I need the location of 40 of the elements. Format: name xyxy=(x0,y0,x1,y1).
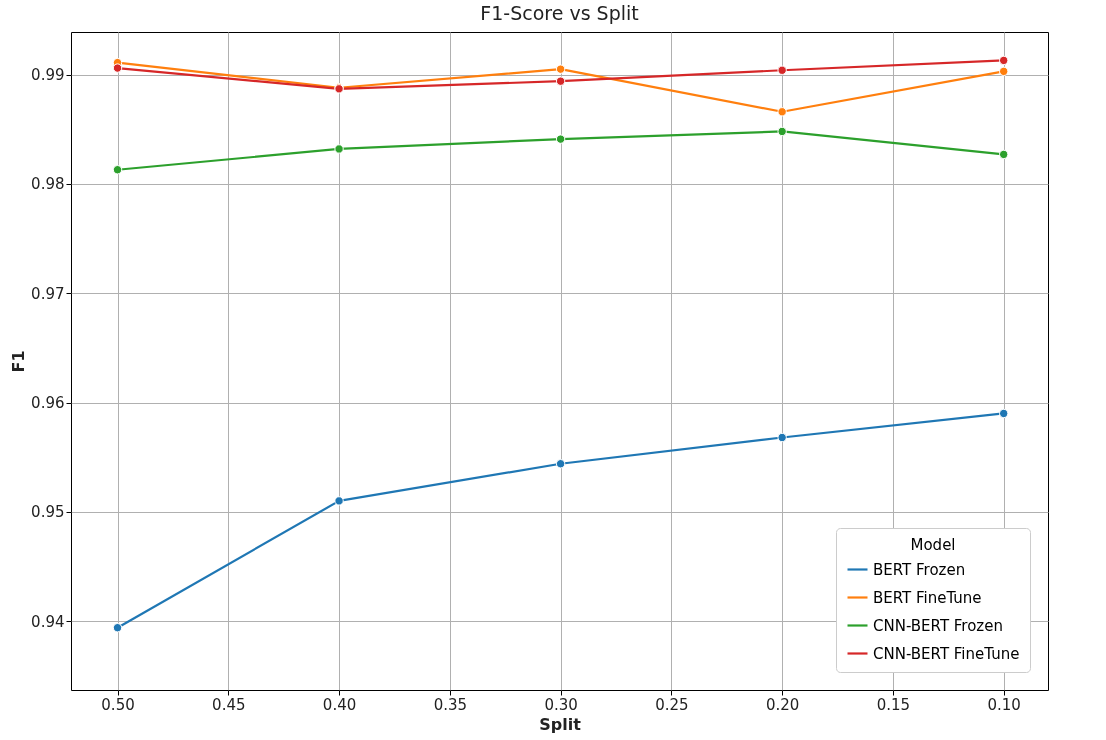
x-tick-label: 0.10 xyxy=(987,695,1021,714)
point xyxy=(555,134,566,144)
legend-label: BERT Frozen xyxy=(873,560,966,579)
point xyxy=(999,408,1009,419)
point xyxy=(112,165,123,175)
x-tick-label: 0.40 xyxy=(322,695,357,714)
legend-label: CNN-BERT FineTune xyxy=(873,644,1020,663)
y-tick-label: 0.98 xyxy=(31,175,65,194)
point xyxy=(112,63,123,73)
point xyxy=(999,66,1009,77)
x-axis-title: Split xyxy=(539,714,582,734)
legend-label: CNN-BERT Frozen xyxy=(873,616,1003,635)
point xyxy=(999,149,1009,160)
legend-label: BERT FineTune xyxy=(873,588,982,607)
chart-title: F1-Score vs Split xyxy=(480,2,639,24)
x-tick-label: 0.20 xyxy=(765,695,800,714)
y-tick-label: 0.97 xyxy=(31,284,65,303)
y-tick-label: 0.99 xyxy=(31,66,65,85)
x-tick-label: 0.50 xyxy=(101,695,135,714)
point xyxy=(555,64,566,74)
point xyxy=(777,126,787,137)
y-tick-label: 0.96 xyxy=(31,394,65,413)
point xyxy=(777,432,787,443)
x-tick-label: 0.15 xyxy=(876,695,911,714)
point xyxy=(999,55,1009,66)
point xyxy=(112,623,123,633)
y-tick-label: 0.95 xyxy=(31,503,65,522)
point xyxy=(555,76,566,86)
x-tick-label: 0.35 xyxy=(433,695,468,714)
x-tick-label: 0.30 xyxy=(544,695,578,714)
y-tick-label: 0.94 xyxy=(31,612,65,631)
y-axis-title: F1 xyxy=(9,350,29,373)
point xyxy=(334,496,344,506)
point xyxy=(555,459,566,469)
point xyxy=(777,65,787,75)
x-tick-label: 0.25 xyxy=(655,695,689,714)
point xyxy=(334,144,344,154)
legend-title: Model xyxy=(910,536,956,554)
x-tick-label: 0.45 xyxy=(212,695,246,714)
point xyxy=(777,107,787,117)
